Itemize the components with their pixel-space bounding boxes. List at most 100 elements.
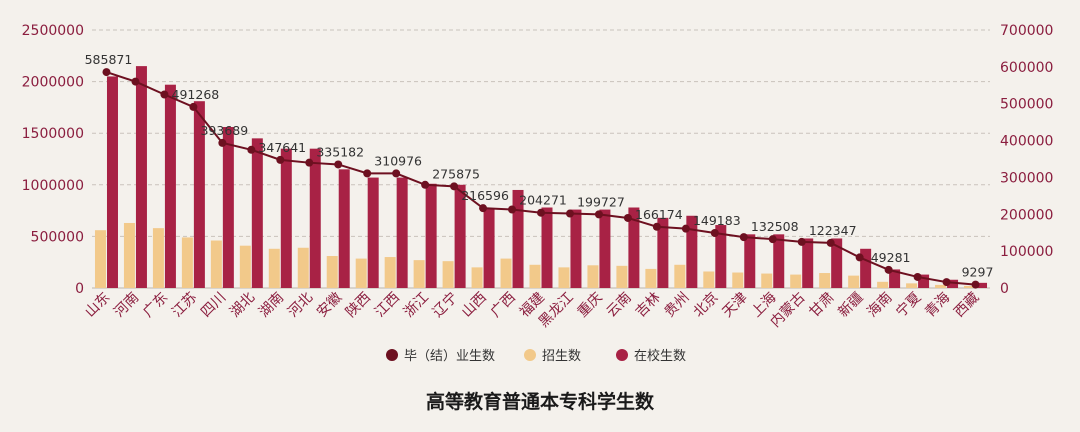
bar-students	[396, 177, 408, 288]
category-label: 新疆	[835, 290, 866, 321]
graduates-point	[392, 169, 401, 178]
graduates-point	[305, 158, 314, 167]
bar-students	[773, 234, 785, 288]
legend-marker	[524, 349, 536, 361]
bar-enrollment	[471, 267, 483, 288]
category-label: 云南	[604, 290, 635, 321]
legend-label: 招生数	[542, 349, 581, 364]
bar-students	[164, 84, 176, 288]
category-label: 吉林	[633, 290, 664, 321]
left-axis-tick-label: 500000	[31, 229, 84, 245]
category-label: 天津	[719, 290, 750, 321]
legend-label: 毕（结）业生数	[404, 349, 495, 364]
bar-enrollment	[500, 258, 512, 288]
bar-enrollment	[616, 265, 628, 288]
category-label: 西藏	[951, 290, 982, 321]
graduates-point	[421, 180, 430, 189]
bar-students	[135, 66, 147, 289]
category-label: 北京	[691, 290, 722, 321]
bar-enrollment	[732, 272, 744, 288]
bar-students	[338, 169, 350, 288]
category-label: 四川	[198, 290, 229, 321]
bar-students	[280, 148, 292, 288]
right-axis-tick-label: 500000	[1000, 97, 1053, 113]
category-label: 浙江	[401, 290, 432, 321]
bar-enrollment	[877, 281, 889, 288]
bar-enrollment	[123, 222, 135, 288]
graduates-point	[565, 209, 574, 218]
bar-enrollment	[703, 271, 715, 288]
category-label: 湖南	[256, 290, 287, 321]
graduates-data-label: 347641	[258, 140, 306, 155]
graduates-point	[131, 77, 140, 86]
graduates-point	[797, 237, 806, 246]
graduates-data-label: 122347	[809, 223, 857, 238]
bar-students	[657, 217, 669, 288]
bar-enrollment	[413, 260, 425, 288]
category-label: 湖北	[227, 290, 258, 321]
bar-students	[744, 234, 756, 288]
category-label: 河北	[285, 290, 316, 321]
graduates-line	[106, 71, 976, 286]
graduates-point	[826, 238, 835, 247]
chart-title: 高等教育普通本专科学生数	[426, 390, 655, 413]
right-axis-tick-label: 600000	[1000, 60, 1053, 76]
bar-students	[599, 209, 611, 288]
category-label: 江西	[372, 290, 403, 321]
graduates-data-label: 199727	[577, 194, 625, 209]
bar-enrollment	[935, 284, 947, 288]
bar-students	[454, 184, 466, 288]
bar-students	[831, 238, 843, 288]
bar-students	[715, 225, 727, 288]
graduates-point	[594, 210, 603, 219]
graduates-data-label: 132508	[751, 219, 799, 234]
category-label: 甘肃	[806, 290, 837, 321]
graduates-point	[160, 90, 169, 99]
category-label: 陕西	[343, 290, 374, 321]
category-label: 贵州	[662, 290, 693, 321]
left-axis-tick-label: 1000000	[22, 178, 84, 194]
graduates-data-label: 204271	[519, 193, 567, 208]
bar-students	[628, 207, 640, 288]
graduates-point	[884, 265, 893, 274]
category-label: 辽宁	[429, 289, 461, 321]
bar-enrollment	[297, 247, 309, 288]
bar-enrollment	[326, 256, 338, 288]
graduates-point	[913, 272, 922, 281]
graduates-point	[537, 208, 545, 217]
bar-enrollment	[761, 273, 773, 288]
graduates-point	[247, 145, 256, 154]
bar-students	[976, 282, 988, 288]
bar-enrollment	[239, 245, 251, 288]
bar-students	[541, 207, 553, 288]
bar-students	[802, 238, 814, 288]
graduates-data-label: 310976	[374, 153, 422, 168]
graduates-data-label: 393689	[200, 123, 248, 138]
graduates-data-label: 491268	[172, 87, 220, 102]
right-axis-tick-label: 100000	[1000, 244, 1053, 260]
graduates-data-label: 9297	[962, 265, 994, 280]
graduates-point	[363, 169, 372, 178]
graduates-data-label: 166174	[635, 207, 683, 222]
graduates-point	[479, 204, 488, 213]
bar-students	[918, 274, 930, 288]
bar-students	[570, 209, 582, 288]
graduates-point	[739, 233, 748, 242]
graduates-point	[855, 253, 864, 262]
bar-students	[193, 101, 205, 288]
bar-students	[367, 177, 379, 288]
category-label: 江苏	[169, 290, 200, 321]
bar-enrollment	[442, 261, 454, 288]
graduates-point	[652, 222, 661, 231]
category-label: 山东	[82, 290, 113, 321]
graduates-data-label: 335182	[316, 144, 364, 159]
graduates-data-label: 49281	[871, 250, 911, 265]
graduates-point	[971, 280, 980, 289]
bar-enrollment	[210, 240, 222, 288]
category-label: 海南	[864, 290, 895, 321]
bar-students	[222, 127, 234, 289]
bar-enrollment	[906, 283, 918, 288]
graduates-point	[102, 68, 111, 77]
